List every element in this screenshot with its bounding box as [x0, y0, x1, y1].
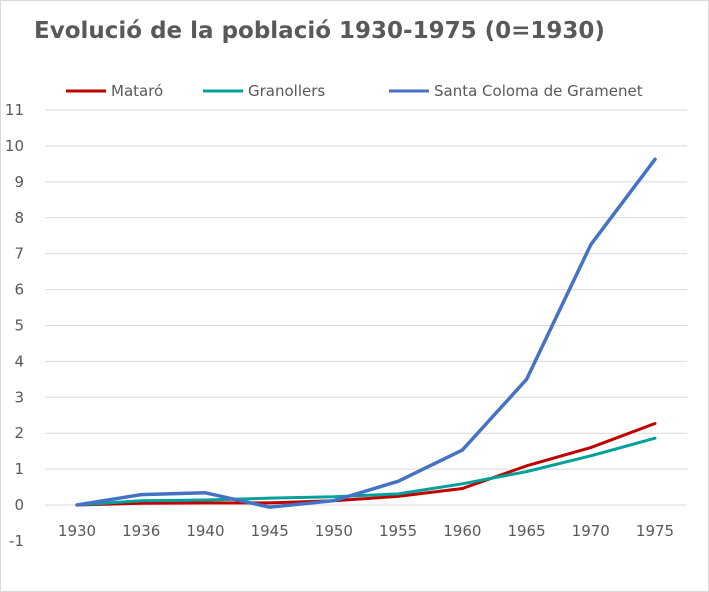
y-tick-label: 5: [14, 317, 24, 335]
x-tick-label: 1936: [122, 522, 160, 540]
series-line-santa-coloma-de-gramenet: [75, 157, 657, 509]
x-tick-label: 1970: [572, 522, 610, 540]
legend-label: Granollers: [248, 82, 325, 100]
x-tick-label: 1930: [58, 522, 96, 540]
y-tick-label: -1: [9, 532, 24, 550]
y-tick-label: 7: [14, 245, 24, 263]
x-tick-label: 1965: [507, 522, 545, 540]
x-tick-label: 1950: [315, 522, 353, 540]
y-tick-label: 0: [14, 496, 24, 514]
x-tick-label: 1940: [186, 522, 224, 540]
y-tick-label: 1: [14, 460, 24, 478]
x-tick-label: 1955: [379, 522, 417, 540]
legend-label: Santa Coloma de Gramenet: [434, 82, 643, 100]
y-tick-label: 2: [14, 424, 24, 442]
x-tick-label: 1975: [636, 522, 674, 540]
y-tick-label: 10: [5, 137, 24, 155]
x-tick-label: 1945: [251, 522, 289, 540]
y-tick-label: 8: [14, 209, 24, 227]
y-tick-label: 3: [14, 388, 24, 406]
y-tick-label: 6: [14, 281, 24, 299]
legend-label: Mataró: [111, 82, 163, 100]
series-line-granollers: [75, 436, 657, 507]
x-tick-label: 1960: [443, 522, 481, 540]
y-tick-label: 4: [14, 352, 24, 370]
y-tick-label: 11: [5, 101, 24, 119]
chart-title: Evolució de la població 1930-1975 (0=193…: [34, 18, 605, 44]
series-line-matar-: [75, 422, 657, 507]
y-tick-label: 9: [14, 173, 24, 191]
